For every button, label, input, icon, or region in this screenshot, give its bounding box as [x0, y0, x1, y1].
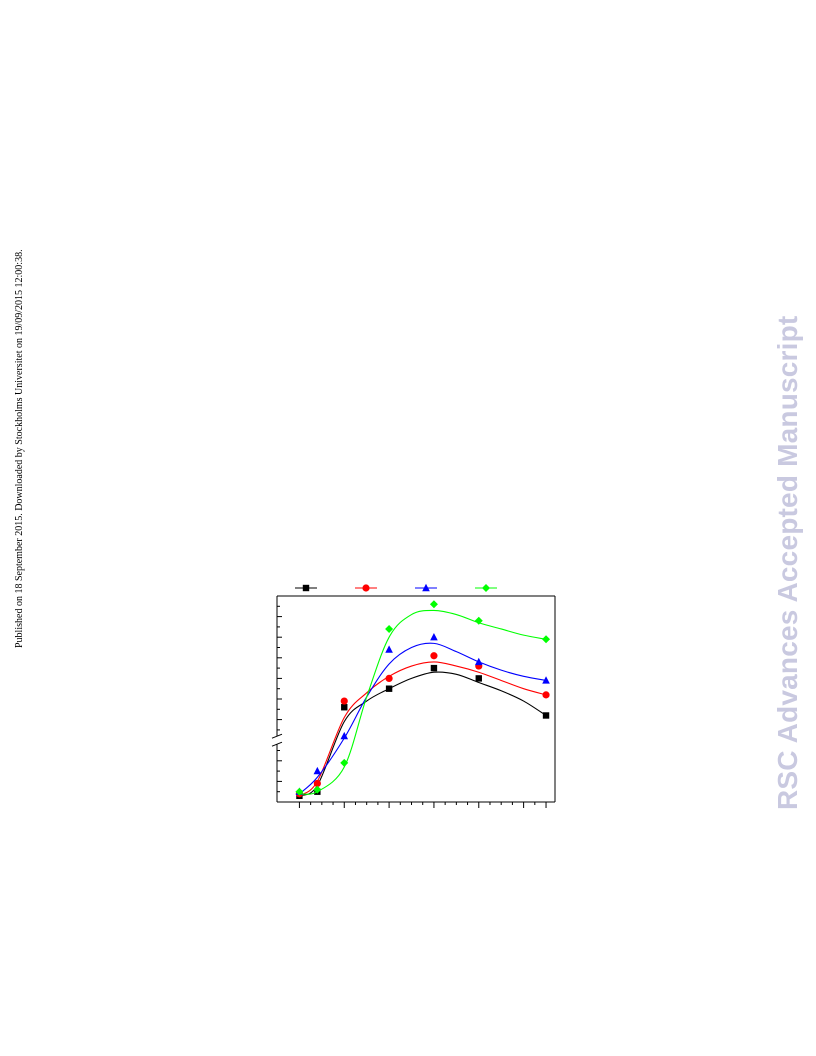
- series-4-point-4: [385, 624, 394, 633]
- series-3-point-2: [313, 766, 322, 775]
- series-1-point-6: [475, 675, 482, 682]
- series-4-point-5: [429, 600, 438, 609]
- y-axis-break-mark: [271, 741, 283, 747]
- legend-marker-2: [362, 584, 370, 592]
- chart-axes: [271, 595, 556, 808]
- series-2-point-7: [542, 691, 550, 699]
- series-4-point-3: [340, 758, 349, 767]
- series-1-fit-line: [299, 671, 547, 797]
- series-4-point-1: [295, 787, 304, 796]
- series-3-point-3: [340, 731, 349, 740]
- series-3-point-4: [385, 645, 393, 653]
- series-2-fit-line: [299, 661, 547, 797]
- legend-marker-4: [482, 584, 490, 592]
- series-4-point-7: [542, 635, 551, 644]
- series-4-point-2: [313, 785, 322, 794]
- series-2-point-2: [313, 779, 321, 788]
- plot-area: [295, 600, 551, 800]
- series-1-point-4: [385, 685, 393, 692]
- legend-marker-1: [302, 584, 310, 592]
- chart-legend: [295, 583, 497, 592]
- series-4-point-6: [474, 616, 483, 625]
- series-2-point-4: [385, 674, 393, 683]
- y-axis-break-mark: [271, 733, 283, 739]
- series-2-point-3: [340, 697, 348, 705]
- series-2-point-5: [430, 652, 438, 660]
- legend-marker-3: [422, 583, 430, 592]
- series-1-point-7: [542, 712, 550, 719]
- series-3-fit-line: [299, 642, 547, 795]
- series-3-point-6: [474, 657, 483, 666]
- series-3-point-7: [542, 676, 550, 684]
- series-3-point-5: [430, 633, 438, 641]
- series-4-fit-line: [299, 609, 547, 795]
- series-1-point-3: [341, 704, 348, 711]
- series-1-point-5: [430, 664, 438, 672]
